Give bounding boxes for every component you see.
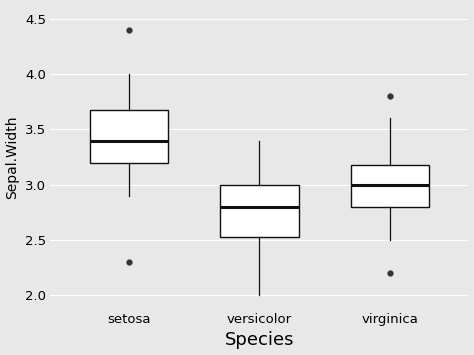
Y-axis label: Sepal.Width: Sepal.Width — [6, 115, 19, 199]
PathPatch shape — [90, 110, 168, 163]
PathPatch shape — [220, 185, 299, 237]
PathPatch shape — [351, 165, 429, 207]
X-axis label: Species: Species — [225, 332, 294, 349]
